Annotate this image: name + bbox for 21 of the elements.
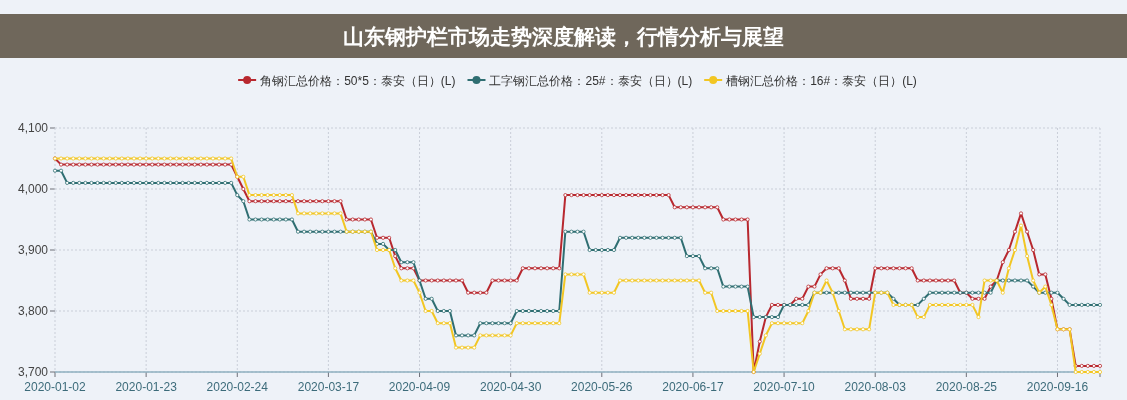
legend-label: 角钢汇总价格：50*5：泰安（日）(L) — [260, 73, 456, 88]
y-tick-label: 4,000 — [17, 182, 49, 196]
x-tick-label: 2020-01-23 — [115, 380, 178, 394]
y-tick-label: 4,100 — [17, 121, 49, 135]
x-tick-label: 2020-02-24 — [206, 380, 269, 394]
y-tick-label: 3,800 — [17, 304, 49, 318]
y-tick-label: 3,700 — [17, 365, 49, 379]
x-tick-label: 2020-03-17 — [297, 380, 360, 394]
x-tick-label: 2020-05-26 — [571, 380, 633, 394]
x-tick-label: 2020-09-16 — [1026, 380, 1089, 394]
y-tick-label: 3,900 — [17, 243, 49, 257]
x-tick-label: 2020-04-30 — [479, 380, 542, 394]
legend-label: 槽钢汇总价格：16#：泰安（日）(L) — [726, 73, 917, 88]
x-tick-label: 2020-06-17 — [662, 380, 724, 394]
x-tick-label: 2020-01-02 — [24, 380, 87, 394]
x-tick-label: 2020-04-09 — [388, 380, 451, 394]
x-tick-label: 2020-08-03 — [844, 380, 907, 394]
x-tick-label: 2020-08-25 — [935, 380, 998, 394]
chart-title: 山东钢护栏市场走势深度解读，行情分析与展望 — [343, 25, 784, 48]
x-tick-label: 2020-07-10 — [753, 380, 816, 394]
legend-label: 工字钢汇总价格：25#：泰安（日）(L) — [489, 73, 693, 88]
